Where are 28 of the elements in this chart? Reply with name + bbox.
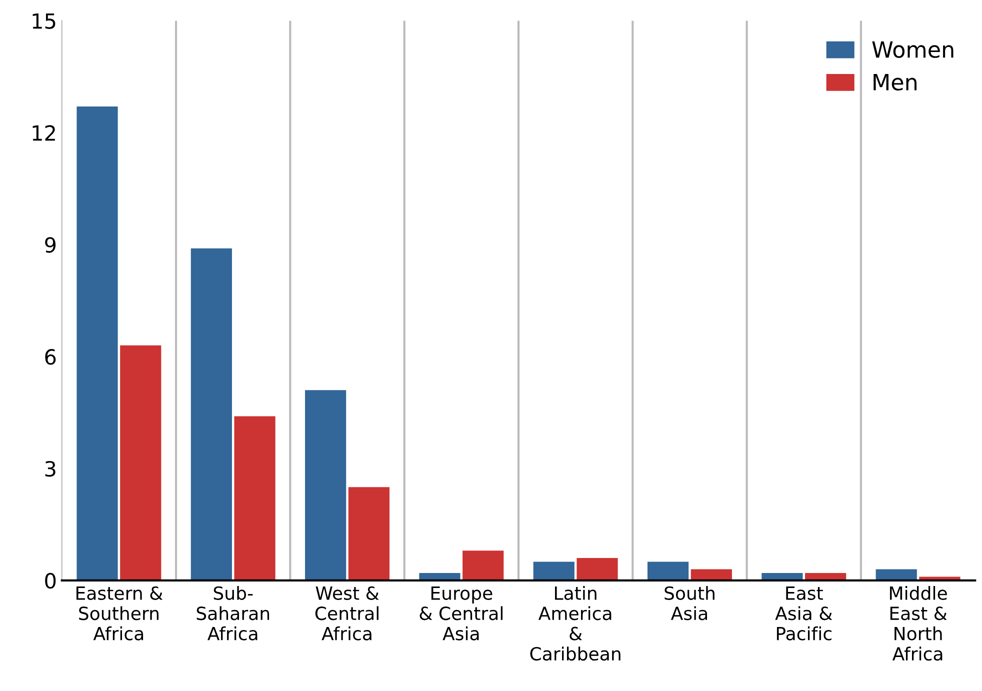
y-tick-label: 3 xyxy=(45,460,56,477)
y-tick-label: 15 xyxy=(32,13,56,29)
bar xyxy=(690,569,732,580)
bar xyxy=(120,345,162,580)
bar xyxy=(576,558,618,580)
x-tick-label: Sub- Saharan Africa xyxy=(196,586,270,640)
x-tick-label: Europe & Central Asia xyxy=(420,586,503,640)
x-tick-label: Eastern & Southern Africa xyxy=(76,586,163,640)
bar xyxy=(234,416,276,580)
y-tick-label: 6 xyxy=(45,349,56,365)
legend-label: Men xyxy=(874,74,916,91)
y-tick-label: 12 xyxy=(32,125,55,141)
bar xyxy=(462,550,504,580)
bar xyxy=(533,562,574,580)
legend-label: Women xyxy=(872,41,954,58)
bar xyxy=(305,390,346,580)
x-tick-label: East Asia & Pacific xyxy=(775,586,832,640)
bar xyxy=(76,106,118,580)
y-tick-label: 0 xyxy=(45,572,56,589)
bar xyxy=(647,562,689,580)
x-tick-label: West & Central Africa xyxy=(315,586,379,640)
y-tick-label: 9 xyxy=(45,237,56,253)
x-tick-label: South Asia xyxy=(664,586,714,620)
bar xyxy=(190,248,232,580)
x-tick-label: Middle East & North Africa xyxy=(890,586,947,661)
bar xyxy=(876,569,917,580)
x-tick-label: Latin America & Caribbean xyxy=(530,586,620,661)
bar xyxy=(348,487,390,580)
